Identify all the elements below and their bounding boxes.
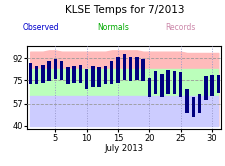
Bar — [184, 89, 188, 113]
Bar — [172, 71, 176, 94]
Bar — [47, 61, 51, 82]
Bar — [41, 65, 44, 83]
Bar — [116, 57, 119, 83]
Bar — [141, 59, 144, 82]
X-axis label: July 2013: July 2013 — [104, 144, 143, 153]
Text: Observed: Observed — [22, 23, 59, 32]
Bar — [203, 76, 207, 100]
Bar — [53, 59, 57, 79]
Bar — [191, 97, 194, 117]
Bar — [28, 63, 32, 84]
Bar — [209, 75, 213, 96]
Bar — [110, 61, 113, 84]
Bar — [35, 66, 38, 84]
Text: KLSE Temps for 7/2013: KLSE Temps for 7/2013 — [64, 5, 183, 15]
Bar — [160, 74, 163, 97]
Bar — [128, 57, 132, 82]
Bar — [197, 94, 200, 113]
Bar — [135, 57, 138, 80]
Bar — [72, 66, 76, 83]
Bar — [166, 70, 169, 94]
Bar — [216, 75, 219, 93]
Bar — [66, 67, 69, 84]
Text: Records: Records — [165, 23, 195, 32]
Bar — [153, 71, 157, 94]
Bar — [147, 78, 151, 97]
Text: Normals: Normals — [97, 23, 128, 32]
Bar — [85, 69, 88, 89]
Bar — [60, 61, 63, 80]
Bar — [97, 67, 101, 87]
Bar — [78, 65, 82, 83]
Bar — [122, 54, 126, 80]
Bar — [103, 66, 107, 84]
Bar — [178, 72, 182, 97]
Bar — [91, 66, 94, 87]
